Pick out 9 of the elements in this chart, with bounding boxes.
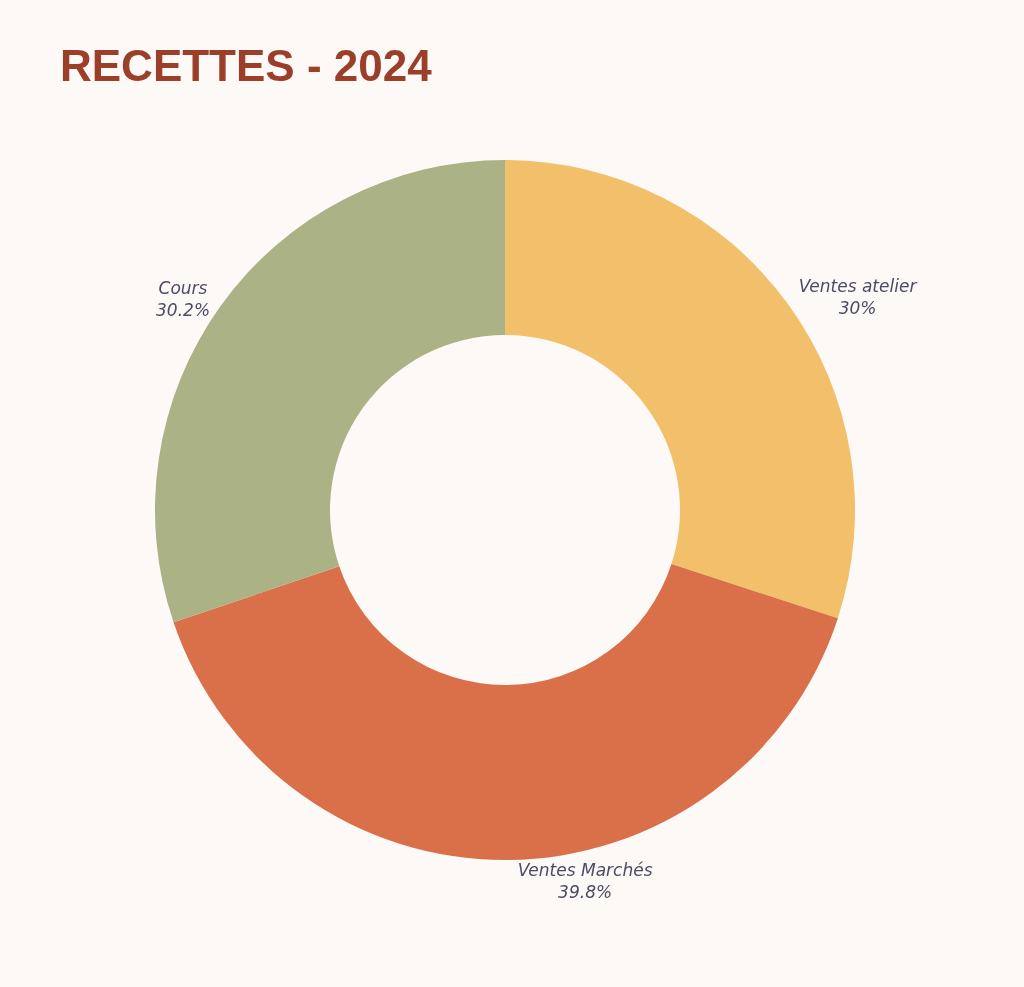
data-label: 39.8% <box>558 882 613 903</box>
chart-title: RECETTES - 2024 <box>60 40 433 90</box>
data-label: 30.2% <box>156 299 211 320</box>
donut-slice <box>155 160 505 623</box>
slice-label: Cours <box>158 277 208 298</box>
data-label: 30% <box>838 298 877 319</box>
donut-slice <box>173 564 838 860</box>
slice-label: Ventes Marchés <box>517 859 653 880</box>
slice-label: Ventes atelier <box>798 275 918 296</box>
